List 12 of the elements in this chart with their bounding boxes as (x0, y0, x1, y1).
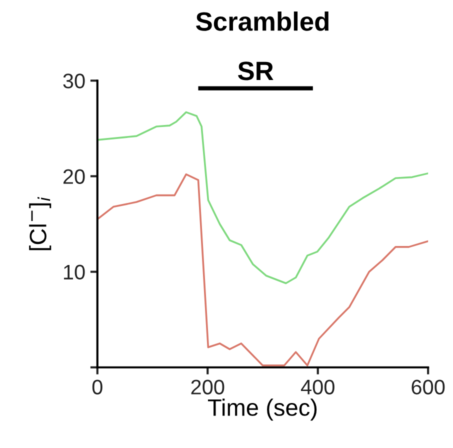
x-axis-title: Time (sec) (208, 398, 317, 421)
x-tick-label: 200 (191, 380, 224, 394)
y-tick-label: 30 (63, 74, 85, 88)
chart-title: Scrambled (196, 12, 328, 31)
x-tick-label: 600 (412, 380, 445, 394)
series-label: SR (238, 62, 274, 80)
x-tick-label: 400 (300, 380, 334, 394)
line-series (97, 111, 428, 284)
x-tick-label: 0 (92, 380, 102, 394)
y-axis-title: [Cl$^{−}$]$_{i}$ (29, 196, 52, 250)
y-tick-label: 20 (63, 169, 85, 184)
y-tick-label: 10 (64, 264, 85, 280)
